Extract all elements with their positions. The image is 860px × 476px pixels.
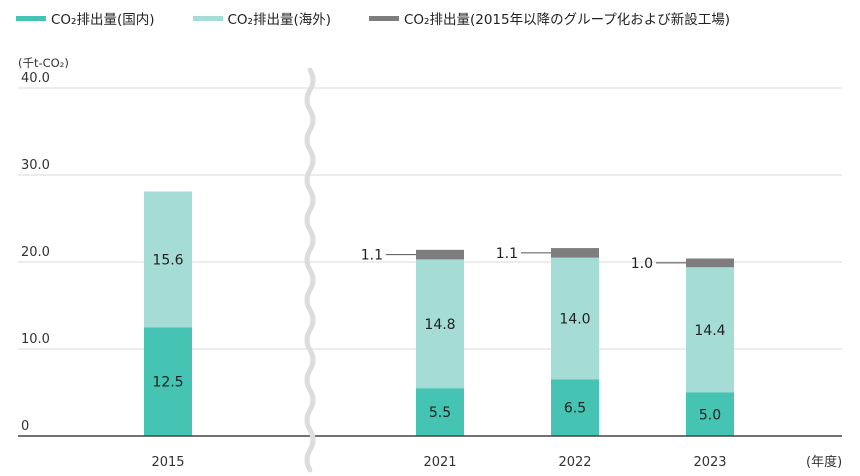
legend: CO₂排出量(国内) CO₂排出量(海外) CO₂排出量(2015年以降のグルー… bbox=[16, 8, 730, 28]
x-tick-2023: 2023 bbox=[693, 455, 726, 470]
data-label-2015-domestic: 12.5 bbox=[152, 375, 183, 391]
data-label-2023-domestic: 5.0 bbox=[699, 407, 721, 423]
x-axis-unit: (年度) bbox=[806, 454, 842, 470]
bar-2021-domestic bbox=[416, 388, 464, 436]
legend-label-overseas: CO₂排出量(海外) bbox=[227, 12, 332, 28]
legend-swatch-overseas bbox=[192, 15, 223, 21]
data-label-2022-new_plants: 1.1 bbox=[496, 246, 518, 262]
data-label-2021-new_plants: 1.1 bbox=[361, 248, 383, 264]
data-label-2021-overseas: 14.8 bbox=[424, 317, 455, 333]
bar-2022-new_plants bbox=[551, 248, 599, 258]
bar-2023-overseas bbox=[686, 267, 734, 393]
x-tick-2021: 2021 bbox=[423, 455, 456, 470]
data-label-2015-overseas: 15.6 bbox=[152, 252, 183, 268]
data-label-2023-overseas: 14.4 bbox=[694, 323, 725, 339]
legend-swatch-new-plants bbox=[369, 15, 399, 21]
bar-2023-new_plants bbox=[686, 258, 734, 268]
legend-swatch-domestic bbox=[16, 15, 46, 21]
bar-2021-overseas bbox=[416, 259, 464, 389]
x-tick-labels: 2015 2021 2022 2023 bbox=[151, 455, 726, 470]
bar-2015-overseas bbox=[144, 191, 192, 328]
bar-2022-domestic bbox=[551, 379, 599, 436]
bar-2015-domestic bbox=[144, 327, 192, 436]
y-tick-0: 0 bbox=[21, 419, 29, 434]
bar-2021-new_plants bbox=[416, 249, 464, 260]
data-label-2022-domestic: 6.5 bbox=[564, 401, 586, 417]
bars bbox=[144, 191, 734, 436]
data-labels: 12.5 15.6 5.5 14.8 1.1 6.5 14.0 1.1 5.0 14.4 1.0 bbox=[152, 246, 725, 423]
y-tick-1: 10.0 bbox=[21, 332, 50, 347]
x-tick-2015: 2015 bbox=[151, 455, 184, 470]
y-axis-unit: (千t-CO₂) bbox=[18, 56, 69, 70]
legend-label-new-plants: CO₂排出量(2015年以降のグループ化および新設工場) bbox=[404, 12, 731, 28]
legend-item-domestic: CO₂排出量(国内) bbox=[16, 8, 155, 28]
y-tick-4: 40.0 bbox=[21, 71, 50, 86]
y-tick-labels: 0 10.0 20.0 30.0 40.0 bbox=[21, 71, 50, 434]
data-label-2021-domestic: 5.5 bbox=[429, 405, 451, 421]
data-label-2022-overseas: 14.0 bbox=[559, 312, 590, 328]
legend-label-domestic: CO₂排出量(国内) bbox=[51, 12, 155, 28]
y-tick-3: 30.0 bbox=[21, 158, 50, 173]
axis-break-symbol bbox=[304, 67, 316, 473]
y-tick-2: 20.0 bbox=[21, 245, 50, 260]
legend-item-overseas: CO₂排出量(海外) bbox=[192, 8, 332, 28]
data-label-2023-new_plants: 1.0 bbox=[631, 256, 653, 272]
bar-2023-domestic bbox=[686, 392, 734, 436]
x-tick-2022: 2022 bbox=[558, 455, 591, 470]
legend-item-new-plants: CO₂排出量(2015年以降のグループ化および新設工場) bbox=[369, 8, 730, 28]
bar-2022-overseas bbox=[551, 257, 599, 380]
